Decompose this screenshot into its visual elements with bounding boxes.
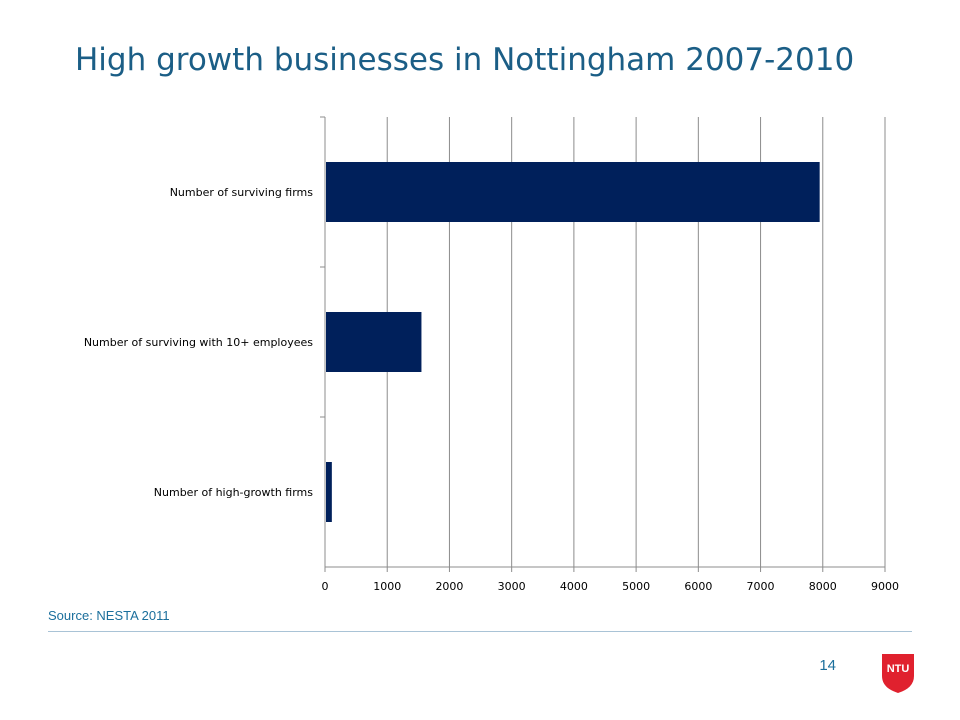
bars — [326, 162, 820, 522]
source-note: Source: NESTA 2011 — [48, 608, 170, 623]
category-labels: Number of surviving firms Number of survi… — [84, 186, 313, 499]
bar — [326, 162, 820, 222]
x-tick-label: 3000 — [498, 580, 526, 593]
x-tick-label: 1000 — [373, 580, 401, 593]
bar — [326, 312, 422, 372]
slide-title: High growth businesses in Nottingham 200… — [75, 42, 855, 78]
x-tick-labels: 0 1000 2000 3000 4000 5000 6000 7000 8000 9000 — [322, 580, 900, 593]
category-label: Number of high-growth firms — [154, 486, 313, 499]
x-tick-label: 6000 — [684, 580, 712, 593]
category-label: Number of surviving with 10+ employees — [84, 336, 313, 349]
x-tick-label: 8000 — [809, 580, 837, 593]
page-number: 14 — [819, 657, 836, 674]
x-tick-label: 9000 — [871, 580, 899, 593]
axes — [320, 116, 886, 572]
logo-text: NTU — [887, 663, 910, 675]
x-tick-label: 7000 — [747, 580, 775, 593]
x-tick-label: 0 — [322, 580, 329, 593]
x-tick-label: 2000 — [435, 580, 463, 593]
x-tick-label: 4000 — [560, 580, 588, 593]
bar-chart: Number of surviving firms Number of survi… — [84, 116, 900, 593]
bar — [326, 462, 332, 522]
category-label: Number of surviving firms — [170, 186, 314, 199]
footer-rule — [48, 631, 912, 632]
x-tick-label: 5000 — [622, 580, 650, 593]
ntu-logo-icon: NTU — [882, 654, 914, 693]
